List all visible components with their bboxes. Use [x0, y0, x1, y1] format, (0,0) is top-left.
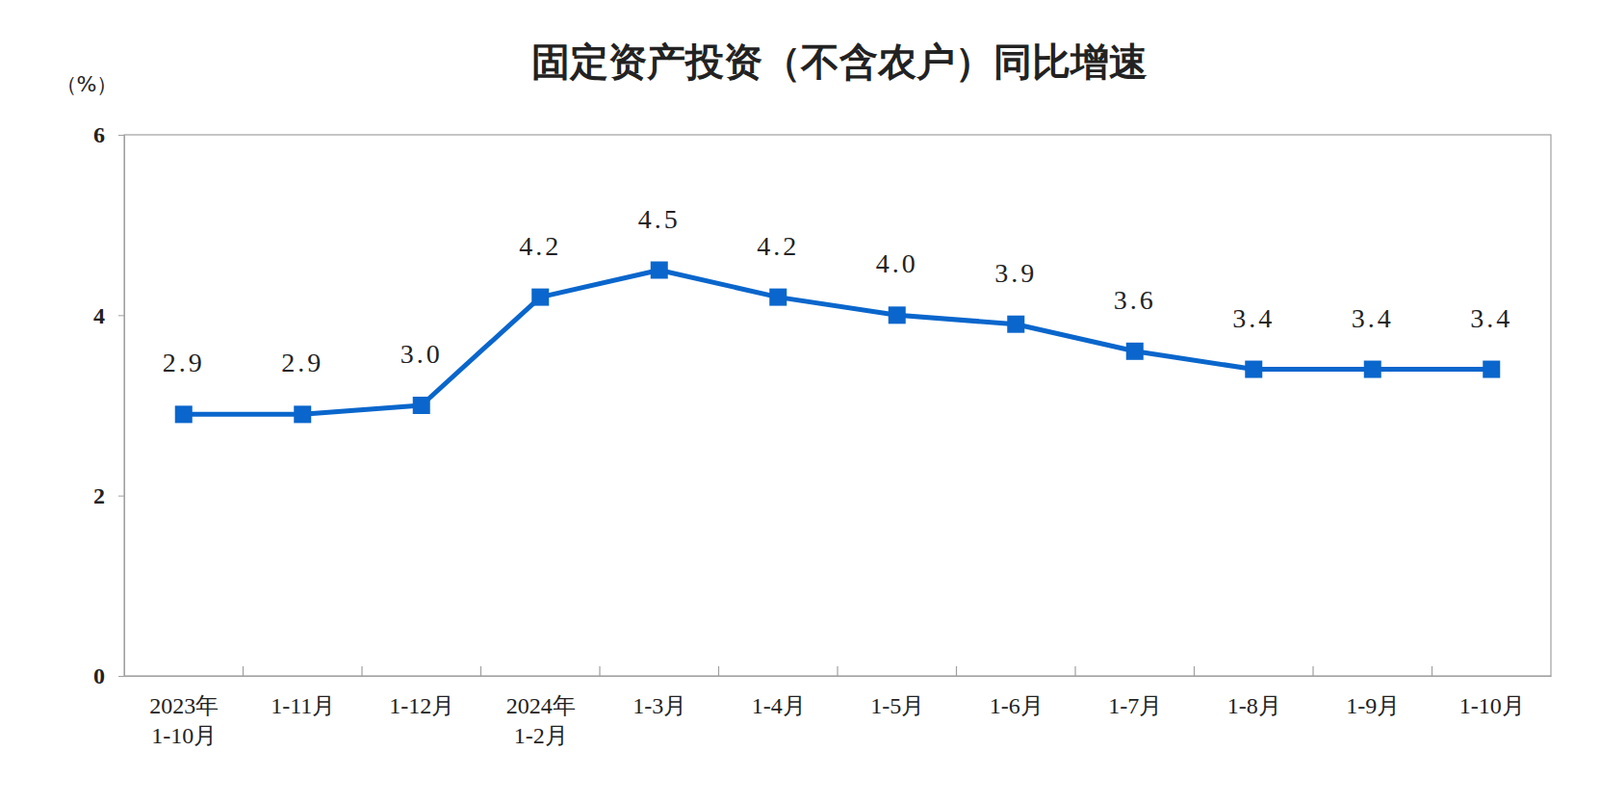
x-tick-label-line: 1-11月: [270, 693, 336, 719]
category-separator: [480, 666, 482, 676]
data-label: 4.0: [876, 248, 919, 279]
x-tick: 2024年 1-2月: [506, 675, 576, 749]
x-tick-label-line: 2024年: [506, 693, 576, 719]
x-tick: 2023年 1-10月: [149, 675, 219, 749]
data-point: [1126, 342, 1144, 361]
y-axis: 0 2 4 6: [93, 122, 126, 689]
data-label: 3.4: [1470, 303, 1513, 334]
x-tick-label: 1-9月: [1345, 693, 1400, 719]
x-tick: 1-12月: [388, 675, 455, 719]
y-tick-label: 0: [93, 663, 105, 689]
x-tick-label-line: 1-10月: [1459, 693, 1525, 719]
x-tick-label-line: 1-4月: [751, 693, 806, 719]
x-tick-label: 1-4月: [751, 693, 806, 719]
x-tick-label-line: 1-12月: [388, 693, 455, 719]
category-separator: [955, 666, 957, 676]
x-tick-label-line: 1-2月: [514, 722, 568, 749]
data-label: 2.9: [162, 347, 206, 378]
data-label: 2.9: [281, 347, 324, 378]
x-tick-label: 2023年 1-10月: [149, 693, 219, 749]
data-point: [412, 396, 431, 414]
data-label: 4.2: [518, 231, 562, 261]
x-tick-label: 1-5月: [870, 693, 925, 719]
category-separator: [1193, 666, 1195, 676]
y-tick-mark: [118, 314, 125, 316]
y-tick: 2: [93, 483, 125, 509]
x-tick-label: 1-10月: [1459, 693, 1525, 719]
chart: 固定资产投资（不含农户）同比增速 （%） 0 2 4 6 2023年 1-10月 1-11月 1-…: [0, 0, 1600, 803]
data-line: [183, 270, 1493, 415]
category-separator: [598, 666, 600, 676]
x-tick-label-line: 1-3月: [632, 693, 687, 719]
data-point: [175, 405, 193, 423]
x-tick: 1-9月: [1345, 675, 1400, 719]
category-separator: [1312, 666, 1314, 676]
data-label: 3.9: [994, 258, 1037, 288]
y-tick-label: 2: [93, 483, 105, 509]
plot-frame: [124, 134, 1551, 676]
data-point: [531, 288, 549, 307]
x-tick: 1-3月: [632, 675, 687, 719]
category-separator: [361, 666, 362, 676]
y-tick: 0: [93, 663, 125, 689]
x-tick-label-line: 2023年: [149, 693, 219, 719]
data-point: [888, 306, 906, 324]
x-tick-label: 1-12月: [388, 693, 455, 719]
x-tick-label-line: 1-8月: [1227, 693, 1282, 719]
y-axis-line: [118, 135, 126, 677]
x-tick-label-line: 1-6月: [989, 693, 1044, 719]
y-tick: 4: [93, 303, 125, 329]
category-separator: [1074, 666, 1076, 676]
category-separator: [1431, 666, 1433, 676]
category-separator: [836, 666, 838, 676]
category-separator: [718, 666, 720, 676]
x-tick-label-line: 1-9月: [1345, 693, 1400, 719]
x-tick: 1-5月: [870, 675, 925, 719]
x-tick-label: 1-7月: [1108, 693, 1162, 719]
data-point: [1006, 315, 1025, 334]
y-axis-title: （%）: [55, 72, 119, 97]
x-tick: 1-6月: [989, 675, 1044, 719]
y-tick-mark: [118, 134, 125, 136]
data-label: 3.0: [400, 338, 443, 369]
data-label: 3.6: [1113, 284, 1157, 315]
data-labels: 2.9 2.9 3.0 4.2 4.5 4.2 4.0 3.9 3.6 3.4 3.4 3.4: [162, 204, 1514, 379]
data-point: [769, 288, 787, 307]
x-tick-label: 1-11月: [270, 693, 336, 719]
chart-title: 固定资产投资（不含农户）同比增速: [531, 39, 1148, 84]
category-separator: [242, 666, 244, 676]
data-label: 3.4: [1351, 303, 1394, 334]
y-tick-label: 6: [93, 122, 105, 148]
y-tick-mark: [118, 495, 125, 497]
data-point: [650, 261, 669, 280]
x-axis-line: [125, 675, 1552, 677]
x-tick-label: 1-6月: [989, 693, 1044, 719]
data-point: [1244, 361, 1263, 379]
data-point: [293, 405, 311, 423]
x-tick-label: 2024年 1-2月: [506, 693, 576, 749]
x-tick-label-line: 1-10月: [151, 722, 217, 749]
x-tick: 1-11月: [270, 675, 336, 719]
x-tick: 1-8月: [1227, 675, 1282, 719]
x-axis: 2023年 1-10月 1-11月 1-12月 2024年 1-2月 1-3月 1-4月 1-5…: [125, 675, 1552, 749]
y-tick-label: 4: [93, 303, 105, 329]
x-tick: 1-4月: [751, 675, 806, 719]
y-tick-mark: [118, 675, 125, 677]
x-tick: 1-10月: [1459, 675, 1525, 719]
x-tick-label: 1-8月: [1227, 693, 1282, 719]
data-label: 3.4: [1232, 303, 1275, 334]
plot-area: [175, 261, 1501, 424]
data-point: [1482, 361, 1500, 379]
data-label: 4.2: [756, 231, 800, 261]
x-tick-label: 1-3月: [632, 693, 687, 719]
y-tick: 6: [93, 122, 125, 148]
data-label: 4.5: [638, 204, 681, 234]
x-tick-label-line: 1-7月: [1108, 693, 1162, 719]
x-tick-label-line: 1-5月: [870, 693, 925, 719]
data-point: [1364, 361, 1382, 379]
x-tick: 1-7月: [1108, 675, 1162, 719]
